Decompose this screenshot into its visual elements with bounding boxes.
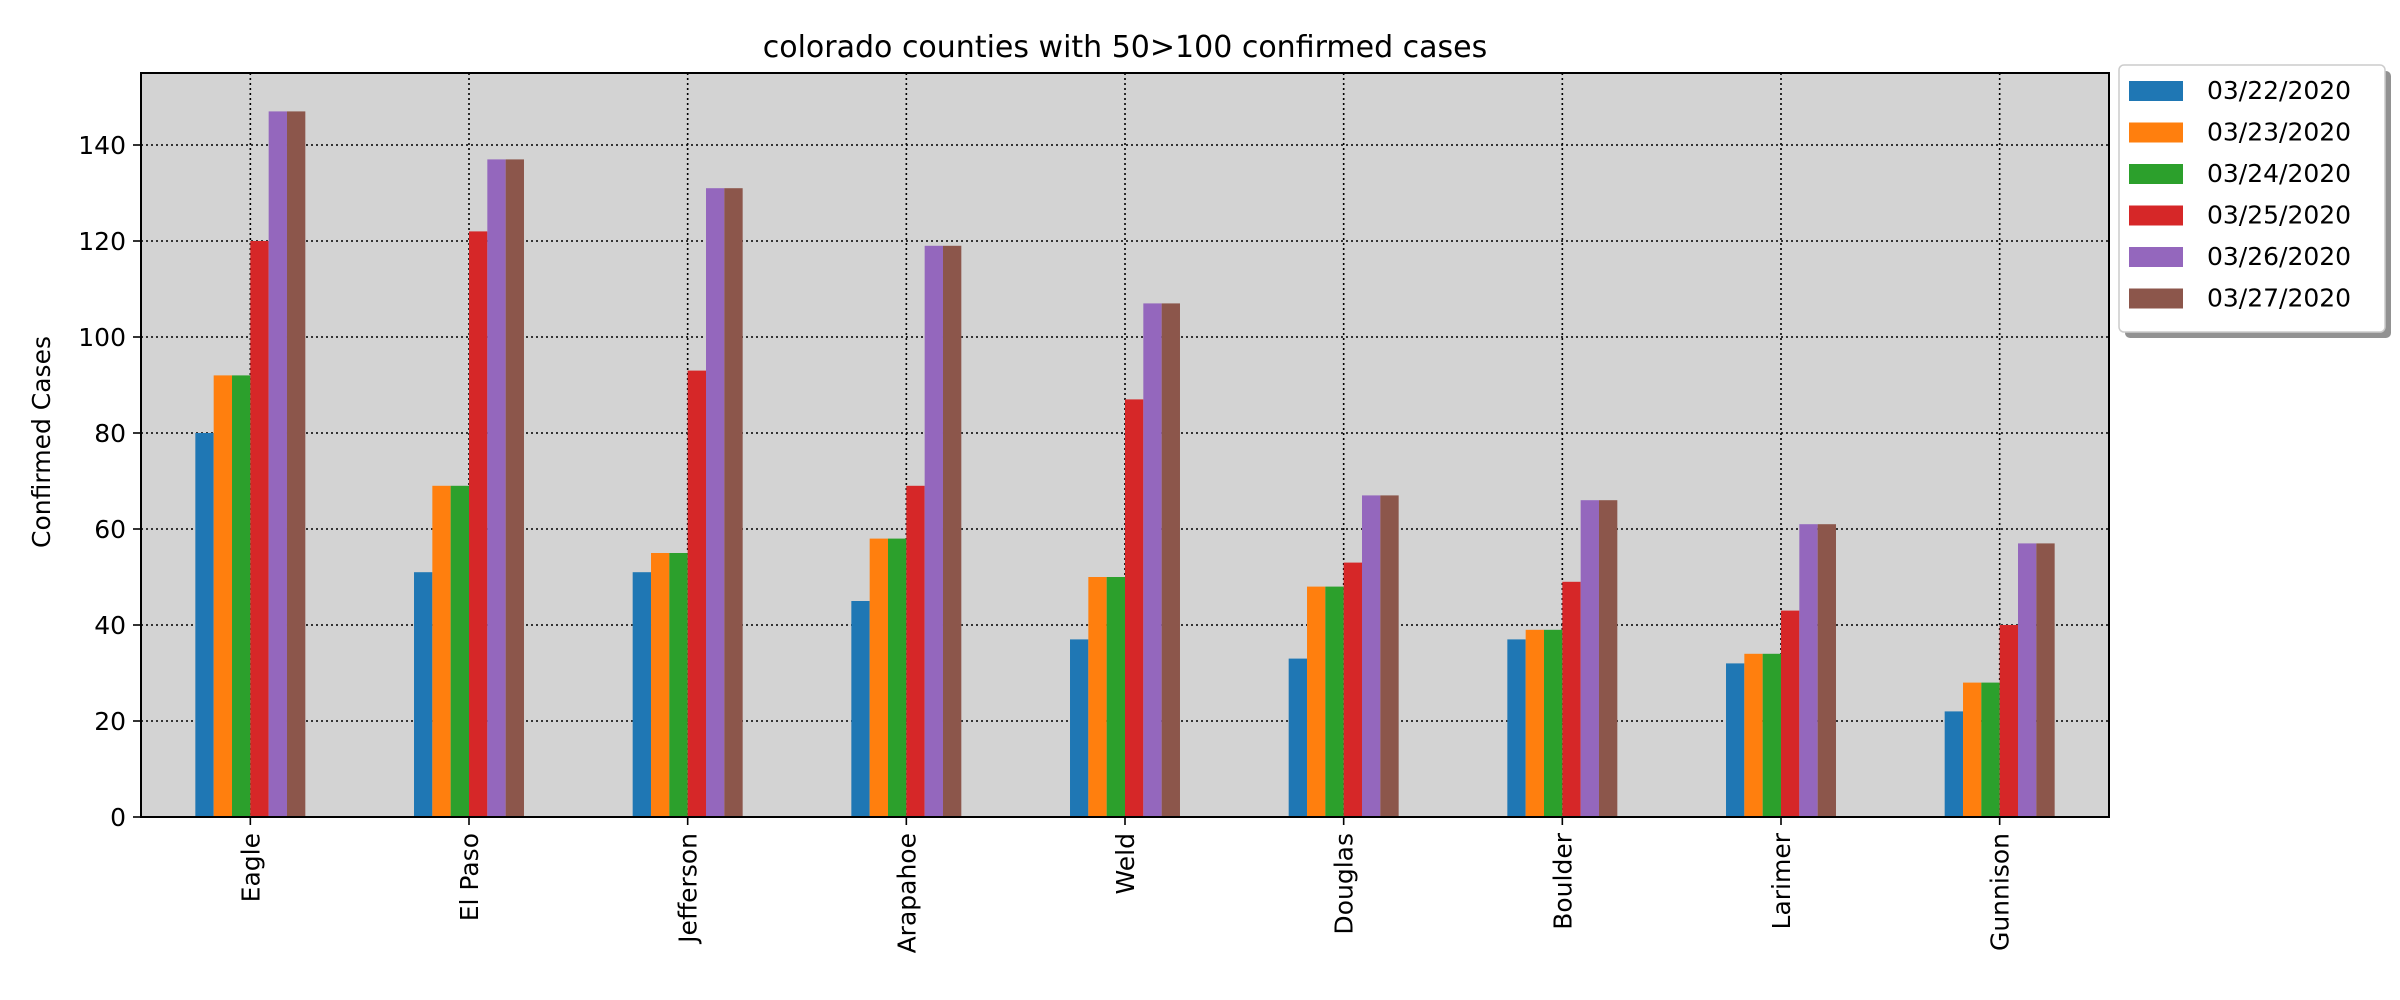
bar (195, 433, 214, 817)
legend-swatch (2129, 122, 2183, 143)
y-axis-label: Confirmed Cases (27, 336, 56, 548)
bar (2036, 543, 2055, 817)
legend-label: 03/22/2020 (2207, 76, 2351, 105)
bar (651, 553, 670, 817)
bar (1343, 562, 1362, 817)
y-tick-label: 120 (78, 227, 126, 256)
bar (1580, 500, 1599, 817)
bar (1380, 495, 1399, 817)
bar (906, 485, 925, 817)
chart-title: colorado counties with 50>100 confirmed … (763, 30, 1488, 65)
bar (1325, 586, 1344, 817)
legend-swatch (2129, 288, 2183, 309)
legend-swatch (2129, 205, 2183, 226)
x-tick-label: Douglas (1330, 833, 1359, 935)
x-tick-label: Weld (1111, 833, 1140, 894)
bar (724, 188, 743, 817)
x-tick-label: Arapahoe (892, 833, 921, 953)
bar (1562, 581, 1581, 817)
legend-label: 03/25/2020 (2207, 201, 2351, 230)
legend-label: 03/26/2020 (2207, 242, 2351, 271)
bar (1161, 303, 1180, 817)
y-tick-label: 140 (78, 131, 126, 160)
bar (706, 188, 725, 817)
legend-swatch (2129, 164, 2183, 184)
bar (232, 375, 251, 817)
y-tick-label: 80 (94, 419, 126, 448)
y-tick-label: 40 (94, 611, 126, 640)
bar (1088, 577, 1107, 817)
legend-box (2118, 64, 2386, 333)
x-tick-label: Larimer (1767, 832, 1796, 929)
legend-label: 03/27/2020 (2207, 284, 2351, 313)
bar (888, 538, 907, 817)
bar (1999, 625, 2018, 817)
bar (1726, 663, 1745, 817)
x-tick-label: Gunnison (1986, 833, 2015, 951)
bar (924, 245, 943, 818)
legend-label: 03/24/2020 (2207, 159, 2351, 188)
bar (1817, 524, 1836, 817)
bar (687, 370, 706, 817)
bar (1944, 711, 1964, 817)
bar (1106, 577, 1125, 817)
plot-area: 0 20 40 60 80 100 120 140 Eagle El Paso Jefferson A… (78, 72, 2110, 953)
bar (1544, 629, 1563, 817)
bar (432, 485, 451, 817)
bar (1781, 610, 1800, 817)
bar (1507, 639, 1526, 817)
bar (1598, 500, 1618, 817)
bar (268, 111, 287, 817)
bar (1362, 495, 1381, 817)
bar (469, 231, 488, 817)
bar (487, 159, 506, 817)
bar (1125, 399, 1144, 817)
x-tick-label: Eagle (236, 833, 265, 902)
bar (1981, 682, 2000, 817)
bar (1288, 658, 1308, 817)
bar (1762, 653, 1781, 817)
legend: 03/22/2020 03/23/2020 03/24/2020 03/25/2020… (2118, 64, 2391, 338)
x-tick-label: Boulder (1548, 832, 1577, 929)
legend-swatch (2129, 81, 2183, 101)
bar (250, 241, 269, 817)
bar (1143, 303, 1162, 817)
bar (1307, 586, 1326, 817)
bar (669, 553, 688, 817)
bar (1963, 682, 1982, 817)
bar (286, 111, 306, 817)
bar (942, 245, 962, 818)
y-tick-label: 0 (110, 803, 126, 832)
y-tick-label: 100 (78, 323, 126, 352)
x-tick-label: El Paso (455, 833, 484, 921)
bar (869, 538, 888, 817)
bar (414, 572, 433, 817)
legend-label: 03/23/2020 (2207, 118, 2351, 147)
x-tick-label: Jefferson (674, 833, 703, 945)
legend-swatch (2129, 247, 2183, 267)
bar (1799, 524, 1818, 817)
bar (2018, 543, 2037, 817)
bar (450, 485, 469, 817)
bar (632, 572, 652, 817)
bar (1744, 653, 1763, 817)
y-tick-label: 20 (94, 707, 126, 736)
bar (213, 375, 232, 817)
bar (505, 159, 524, 817)
y-tick-label: 60 (94, 515, 126, 544)
bar (1070, 639, 1089, 817)
bar (1525, 629, 1544, 817)
bar (851, 601, 870, 817)
